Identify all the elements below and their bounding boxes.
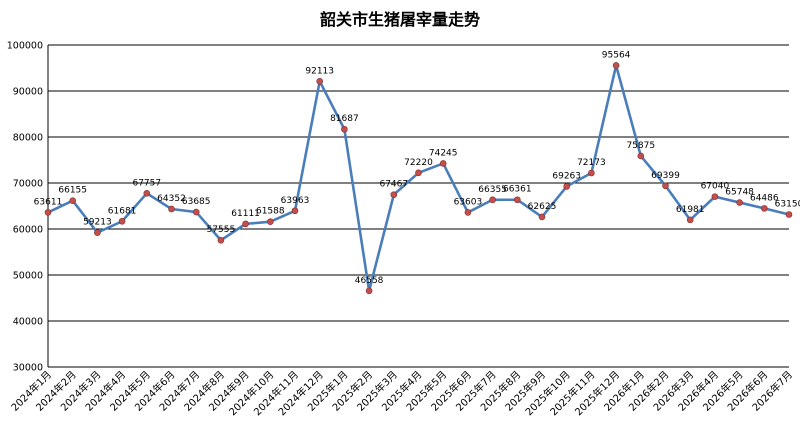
data-label: 63611 — [34, 197, 63, 207]
data-point — [588, 169, 595, 177]
y-tick-label: 90000 — [13, 87, 43, 98]
data-point — [711, 193, 719, 200]
y-tick-label: 50000 — [13, 271, 43, 282]
data-label: 61681 — [108, 206, 137, 216]
data-point — [439, 160, 447, 167]
y-tick-label: 30000 — [13, 363, 43, 374]
data-label: 63685 — [182, 197, 211, 207]
data-label: 95564 — [602, 50, 631, 60]
data-point — [291, 207, 299, 215]
data-label: 63150 — [775, 200, 800, 210]
y-tick-label: 100000 — [7, 41, 43, 52]
data-point — [785, 211, 793, 218]
data-label: 65748 — [725, 188, 754, 198]
data-point — [464, 209, 472, 216]
data-point — [489, 196, 496, 204]
data-label: 72173 — [577, 158, 606, 168]
data-point — [538, 213, 546, 221]
data-label: 66361 — [503, 185, 532, 195]
data-point — [612, 62, 620, 69]
data-label: 61981 — [676, 205, 705, 215]
data-point — [266, 218, 274, 225]
data-label: 81687 — [330, 114, 359, 124]
data-point — [242, 220, 249, 228]
data-label: 64486 — [750, 193, 779, 203]
data-label: 57555 — [207, 225, 236, 235]
data-point — [143, 190, 151, 197]
y-tick-label: 80000 — [13, 133, 43, 144]
data-point — [168, 205, 175, 213]
chart-title: 韶关市生猪屠宰量走势 — [319, 10, 480, 29]
data-point — [316, 77, 324, 85]
data-point — [563, 183, 571, 190]
data-point — [365, 287, 373, 295]
data-label: 61588 — [256, 207, 285, 217]
data-label: 75875 — [626, 141, 655, 151]
data-point — [390, 191, 398, 198]
y-tick-label: 60000 — [13, 225, 43, 236]
data-label: 67467 — [379, 180, 408, 190]
data-point — [513, 196, 521, 204]
data-point — [637, 152, 645, 160]
data-point — [69, 197, 76, 204]
data-point — [736, 199, 743, 206]
data-label: 67040 — [701, 182, 730, 192]
data-point — [341, 125, 348, 133]
data-label: 67757 — [132, 178, 161, 188]
data-label: 59213 — [83, 218, 112, 228]
data-point — [118, 217, 126, 225]
data-label: 62625 — [528, 202, 557, 212]
data-point — [44, 209, 52, 216]
data-point — [217, 236, 225, 244]
data-point — [686, 216, 694, 224]
data-label: 69263 — [552, 171, 581, 181]
data-point — [662, 182, 669, 190]
data-label: 66355 — [478, 185, 507, 195]
data-point — [94, 229, 101, 236]
data-label: 66155 — [58, 186, 87, 196]
y-tick-label: 40000 — [13, 317, 43, 328]
data-label: 46558 — [355, 276, 384, 286]
data-label: 69399 — [651, 171, 680, 181]
data-label: 64352 — [157, 194, 186, 204]
data-label: 61111 — [231, 209, 260, 219]
data-label: 74245 — [429, 148, 458, 158]
data-label: 92113 — [305, 66, 334, 76]
data-point — [192, 208, 200, 216]
data-label: 63603 — [454, 197, 483, 207]
data-label: 63963 — [281, 196, 310, 206]
data-label: 72220 — [404, 158, 433, 168]
y-tick-label: 70000 — [13, 179, 43, 190]
data-point — [415, 169, 422, 177]
data-point — [760, 205, 768, 212]
